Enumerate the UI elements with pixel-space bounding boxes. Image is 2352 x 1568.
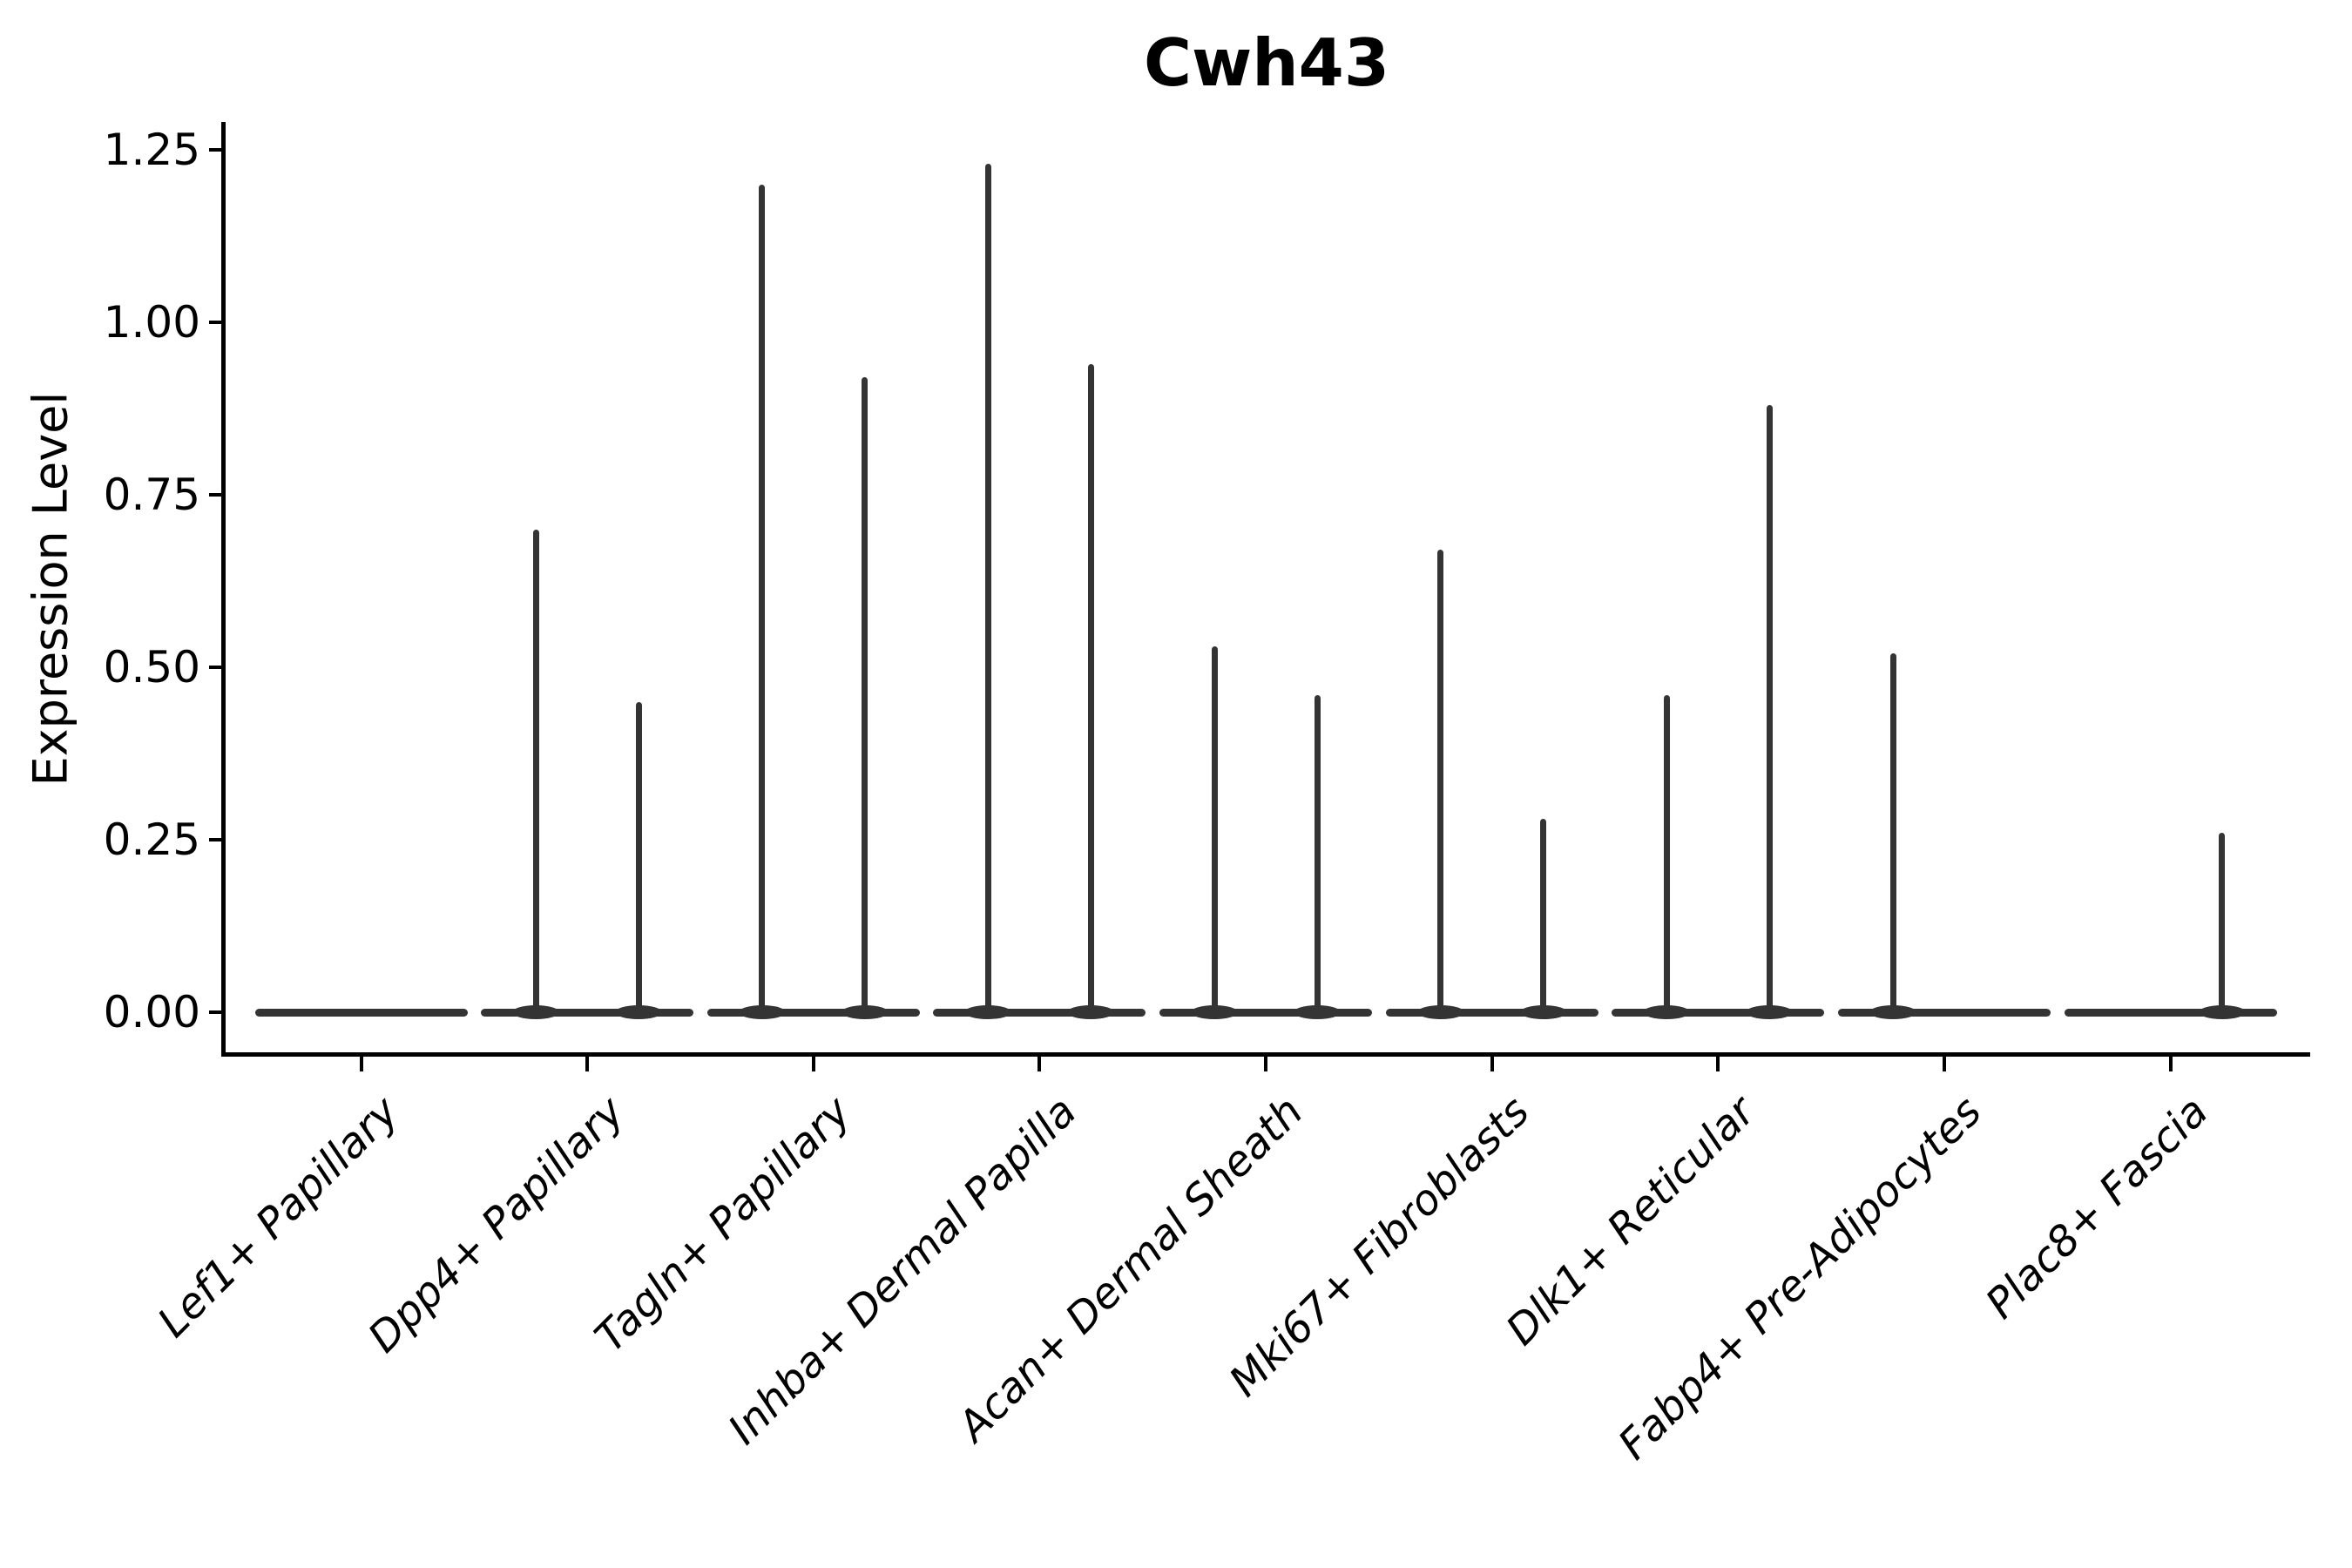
violin-spike	[532, 529, 539, 1016]
y-tick-mark	[209, 1010, 223, 1014]
violin-spike	[1437, 550, 1444, 1016]
chart-title: Cwh43	[1143, 24, 1390, 101]
violin-band	[1838, 1008, 2051, 1017]
y-tick-label: 0.75	[103, 470, 200, 520]
violin-band	[481, 1008, 694, 1017]
x-tick-mark	[811, 1056, 815, 1071]
violin-band	[254, 1008, 468, 1017]
y-tick-mark	[209, 148, 223, 152]
violin-spike	[1663, 694, 1670, 1016]
violin-band	[1159, 1008, 1373, 1017]
x-tick-mark	[1943, 1056, 1947, 1071]
y-tick-label: 0.50	[103, 642, 200, 693]
y-axis-label: Expression Level	[23, 391, 78, 787]
violin-spike	[1087, 363, 1094, 1016]
y-tick-label: 1.25	[103, 125, 200, 175]
violin-spike	[1766, 405, 1773, 1016]
x-tick-mark	[585, 1056, 590, 1071]
violin-spike	[759, 184, 766, 1016]
y-tick-mark	[209, 493, 223, 497]
violin-spike	[2219, 833, 2226, 1016]
x-tick-mark	[1264, 1056, 1268, 1071]
x-tick-mark	[1716, 1056, 1720, 1071]
x-tick-mark	[1490, 1056, 1494, 1071]
violin-band	[1385, 1008, 1598, 1017]
violin-band	[933, 1008, 1146, 1017]
y-tick-mark	[209, 666, 223, 669]
violin-spike	[1211, 646, 1218, 1016]
violin-spike	[1540, 819, 1547, 1016]
violin-band	[706, 1008, 920, 1017]
violin-spike	[1314, 694, 1321, 1016]
y-tick-mark	[209, 838, 223, 841]
y-tick-label: 0.00	[103, 987, 200, 1037]
x-axis-spine	[221, 1052, 2310, 1057]
violin-band	[1612, 1008, 1825, 1017]
x-tick-mark	[359, 1056, 363, 1071]
y-tick-mark	[209, 321, 223, 324]
violin-spike	[862, 377, 868, 1016]
y-tick-label: 1.00	[103, 297, 200, 348]
x-tick-mark	[1037, 1056, 1042, 1071]
violin-spike	[1889, 653, 1896, 1016]
y-axis-spine	[221, 122, 226, 1056]
violin-spike	[984, 163, 991, 1016]
violin-band	[2064, 1008, 2277, 1017]
violin-spike	[635, 701, 642, 1016]
x-tick-mark	[2168, 1056, 2173, 1071]
y-tick-label: 0.25	[103, 814, 200, 865]
